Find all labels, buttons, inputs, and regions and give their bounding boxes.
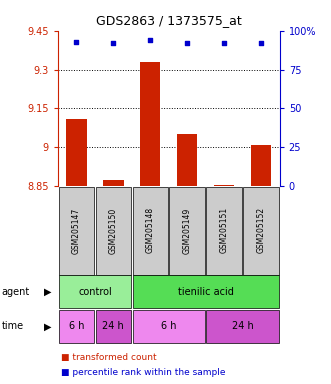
Text: ■ transformed count: ■ transformed count [61, 353, 157, 362]
Text: 6 h: 6 h [161, 321, 176, 331]
Point [74, 38, 79, 45]
Text: 6 h: 6 h [69, 321, 84, 331]
Text: ▶: ▶ [44, 321, 52, 331]
Text: ▶: ▶ [44, 287, 52, 297]
Point [259, 40, 264, 46]
Bar [251, 145, 271, 186]
Point [111, 40, 116, 46]
Text: ■ percentile rank within the sample: ■ percentile rank within the sample [61, 368, 226, 377]
Text: control: control [78, 287, 112, 297]
Bar [177, 134, 198, 186]
Text: tienilic acid: tienilic acid [178, 287, 234, 297]
Bar [66, 119, 87, 186]
Text: GSM205149: GSM205149 [183, 207, 192, 253]
Point [148, 37, 153, 43]
Bar [140, 62, 161, 186]
Bar [103, 180, 123, 186]
Text: GSM205148: GSM205148 [146, 207, 155, 253]
Text: 24 h: 24 h [103, 321, 124, 331]
Point [221, 40, 227, 46]
Bar [214, 185, 234, 186]
Text: GSM205151: GSM205151 [220, 207, 229, 253]
Point [185, 40, 190, 46]
Text: GSM205147: GSM205147 [72, 207, 81, 253]
Text: agent: agent [2, 287, 30, 297]
Title: GDS2863 / 1373575_at: GDS2863 / 1373575_at [96, 14, 242, 27]
Text: GSM205150: GSM205150 [109, 207, 118, 253]
Text: 24 h: 24 h [232, 321, 254, 331]
Text: time: time [2, 321, 24, 331]
Text: GSM205152: GSM205152 [257, 207, 266, 253]
